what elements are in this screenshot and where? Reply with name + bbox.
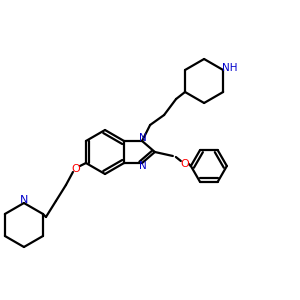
Text: N: N: [20, 195, 28, 205]
Text: N: N: [139, 161, 147, 171]
Text: NH: NH: [222, 63, 238, 73]
Text: O: O: [72, 164, 80, 174]
Text: O: O: [181, 159, 189, 169]
Text: N: N: [139, 133, 147, 143]
